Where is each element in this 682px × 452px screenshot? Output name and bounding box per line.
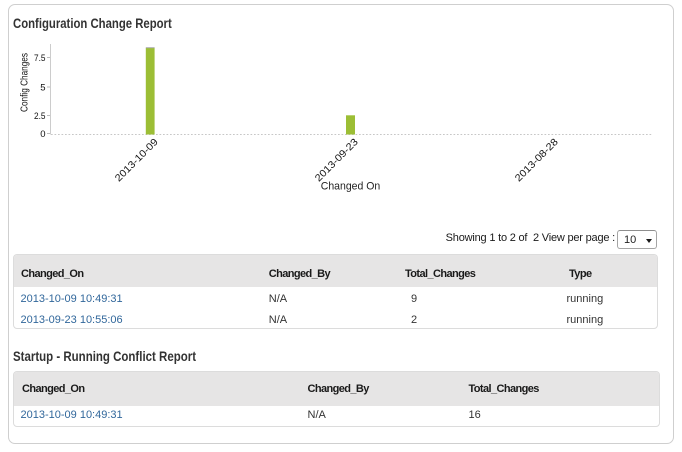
svg-text:2.5: 2.5 [34,111,46,122]
svg-text:Config Changes: Config Changes [20,53,31,112]
svg-text:Changed On: Changed On [321,181,381,193]
svg-text:2013-10-09: 2013-10-09 [113,137,161,185]
svg-text:0: 0 [40,129,45,140]
svg-text:5: 5 [40,83,45,94]
svg-text:2013-08-28: 2013-08-28 [513,137,561,185]
svg-text:7.5: 7.5 [34,53,46,64]
svg-text:2013-09-23: 2013-09-23 [313,137,361,185]
